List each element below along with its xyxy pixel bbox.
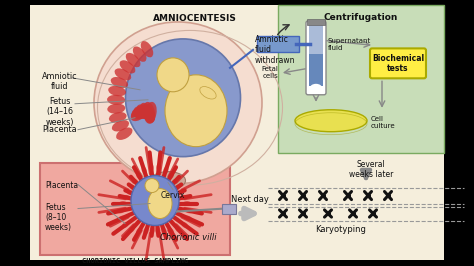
Ellipse shape bbox=[140, 103, 155, 123]
Text: Centrifugation: Centrifugation bbox=[324, 13, 398, 22]
FancyBboxPatch shape bbox=[309, 54, 323, 86]
Ellipse shape bbox=[108, 86, 126, 96]
FancyBboxPatch shape bbox=[307, 19, 325, 25]
Text: Supernatant
fluid: Supernatant fluid bbox=[328, 38, 371, 51]
Ellipse shape bbox=[148, 189, 172, 218]
Ellipse shape bbox=[111, 77, 128, 88]
Ellipse shape bbox=[295, 110, 367, 132]
Ellipse shape bbox=[126, 39, 240, 157]
Ellipse shape bbox=[143, 227, 149, 235]
Text: CHORIONIC VILLUS SAMPLING: CHORIONIC VILLUS SAMPLING bbox=[82, 258, 188, 264]
Ellipse shape bbox=[119, 60, 136, 73]
Ellipse shape bbox=[123, 195, 130, 200]
Ellipse shape bbox=[176, 190, 184, 195]
Ellipse shape bbox=[156, 163, 161, 171]
Ellipse shape bbox=[122, 222, 129, 228]
Ellipse shape bbox=[115, 68, 131, 81]
Ellipse shape bbox=[145, 178, 159, 193]
Ellipse shape bbox=[119, 201, 127, 206]
Ellipse shape bbox=[183, 201, 191, 206]
Ellipse shape bbox=[126, 53, 140, 67]
Ellipse shape bbox=[107, 103, 125, 114]
Ellipse shape bbox=[131, 106, 152, 119]
Ellipse shape bbox=[181, 222, 188, 228]
Text: AMNIOCENTESIS: AMNIOCENTESIS bbox=[153, 14, 237, 23]
Text: Fetus
(8–10
weeks): Fetus (8–10 weeks) bbox=[45, 202, 72, 232]
Ellipse shape bbox=[117, 208, 125, 213]
Text: Fetal
cells: Fetal cells bbox=[261, 66, 278, 79]
Text: Amniotic
fluid: Amniotic fluid bbox=[42, 72, 78, 91]
Ellipse shape bbox=[200, 86, 216, 99]
Text: Several
weeks later: Several weeks later bbox=[349, 160, 393, 179]
Text: Next day: Next day bbox=[231, 194, 269, 203]
FancyBboxPatch shape bbox=[309, 25, 323, 56]
Ellipse shape bbox=[136, 172, 142, 180]
Ellipse shape bbox=[142, 167, 147, 174]
Ellipse shape bbox=[112, 120, 129, 131]
Ellipse shape bbox=[171, 178, 178, 185]
Ellipse shape bbox=[131, 104, 149, 121]
Ellipse shape bbox=[163, 167, 168, 174]
Ellipse shape bbox=[132, 107, 154, 119]
Ellipse shape bbox=[155, 227, 160, 235]
Text: Fetus
(14–16
weeks): Fetus (14–16 weeks) bbox=[46, 97, 74, 127]
FancyBboxPatch shape bbox=[306, 21, 326, 95]
Ellipse shape bbox=[107, 95, 125, 105]
Text: Amniotic
fluid
withdrawn: Amniotic fluid withdrawn bbox=[255, 35, 295, 65]
Ellipse shape bbox=[185, 216, 192, 221]
Text: Chorionic villi: Chorionic villi bbox=[160, 234, 217, 243]
Text: Cervix: Cervix bbox=[161, 190, 185, 200]
Ellipse shape bbox=[131, 176, 179, 226]
Text: Placenta: Placenta bbox=[43, 125, 77, 134]
Ellipse shape bbox=[137, 104, 155, 121]
Ellipse shape bbox=[168, 172, 174, 180]
Ellipse shape bbox=[144, 102, 157, 124]
Ellipse shape bbox=[126, 190, 134, 195]
Ellipse shape bbox=[141, 41, 153, 57]
Ellipse shape bbox=[143, 102, 155, 124]
Text: Placenta: Placenta bbox=[45, 181, 78, 190]
Text: Cell
culture: Cell culture bbox=[371, 116, 396, 129]
Ellipse shape bbox=[149, 163, 154, 171]
Ellipse shape bbox=[150, 227, 155, 235]
Ellipse shape bbox=[109, 112, 127, 123]
Ellipse shape bbox=[173, 184, 181, 191]
Ellipse shape bbox=[118, 216, 125, 221]
Ellipse shape bbox=[133, 47, 146, 62]
FancyBboxPatch shape bbox=[30, 5, 444, 260]
FancyBboxPatch shape bbox=[40, 163, 230, 255]
Ellipse shape bbox=[310, 84, 322, 92]
Ellipse shape bbox=[129, 184, 137, 191]
Ellipse shape bbox=[175, 226, 182, 233]
Ellipse shape bbox=[128, 226, 135, 233]
FancyBboxPatch shape bbox=[370, 48, 426, 78]
Ellipse shape bbox=[168, 227, 174, 235]
Text: Karyotyping: Karyotyping bbox=[316, 226, 366, 235]
Ellipse shape bbox=[134, 106, 155, 119]
Text: Biochemical
tests: Biochemical tests bbox=[372, 54, 424, 73]
Ellipse shape bbox=[180, 195, 187, 200]
FancyBboxPatch shape bbox=[257, 36, 299, 52]
Ellipse shape bbox=[185, 208, 193, 213]
Ellipse shape bbox=[132, 178, 139, 185]
FancyBboxPatch shape bbox=[222, 203, 236, 214]
Ellipse shape bbox=[151, 172, 185, 190]
Ellipse shape bbox=[136, 227, 142, 235]
FancyBboxPatch shape bbox=[278, 5, 444, 153]
Ellipse shape bbox=[165, 75, 227, 147]
Ellipse shape bbox=[157, 58, 189, 92]
Ellipse shape bbox=[161, 227, 167, 235]
Ellipse shape bbox=[116, 127, 133, 140]
Ellipse shape bbox=[94, 22, 262, 184]
